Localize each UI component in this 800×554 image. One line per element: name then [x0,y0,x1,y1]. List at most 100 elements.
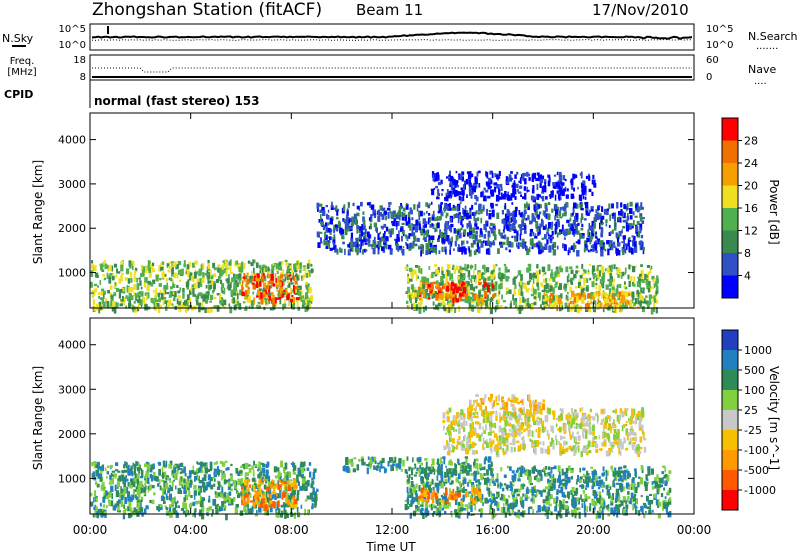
range-cell [600,217,603,224]
range-cell [463,229,467,235]
range-cell [553,483,556,490]
range-cell [569,286,572,293]
range-cell [515,469,519,473]
range-cell [116,287,120,292]
range-cell [409,484,412,491]
range-cell [343,218,346,221]
range-cell [550,466,553,472]
range-cell [477,242,480,249]
range-cell [359,226,362,231]
range-cell [505,179,509,184]
range-cell [478,239,482,243]
range-cell [129,484,133,489]
range-cell [550,225,553,230]
range-cell [648,301,652,305]
range-cell [584,218,587,221]
range-cell [458,473,461,480]
range-cell [245,493,249,498]
range-cell [463,290,466,297]
range-cell [106,272,109,279]
range-cell [563,237,566,240]
range-cell [437,174,440,181]
range-cell [461,241,463,246]
range-cell [626,471,630,476]
range-cell [202,462,206,467]
range-cell [114,484,117,491]
range-cell [178,279,182,282]
range-cell [420,268,423,275]
range-cell [291,295,294,298]
range-cell [296,474,299,481]
range-cell [229,473,233,477]
range-cell [246,278,250,285]
range-cell [369,223,372,229]
range-cell [415,506,419,511]
range-cell [528,216,530,220]
range-cell [265,478,268,481]
range-cell [196,461,199,464]
range-cell [526,189,530,192]
range-cell [562,206,566,211]
range-cell [133,489,137,492]
range-cell [270,280,274,285]
range-cell [175,510,178,514]
range-cell [413,243,416,247]
range-cell [590,245,593,248]
range-cell [570,245,574,250]
range-cell [447,281,450,287]
range-cell [441,300,445,306]
range-cell [425,483,429,488]
range-cell [93,305,96,312]
range-cell [507,503,510,511]
range-cell [606,489,610,496]
range-cell [582,180,586,184]
range-cell [279,472,282,479]
range-cell [185,494,189,501]
range-cell [399,227,404,232]
range-cell [168,488,170,493]
range-cell [177,465,181,470]
range-cell [419,281,423,288]
range-cell [556,271,560,277]
range-cell [576,306,581,314]
range-cell [632,503,636,507]
range-cell [457,276,460,280]
range-cell [538,490,542,495]
range-cell [144,277,148,283]
range-cell [435,269,438,275]
range-cell [156,299,160,303]
range-cell [608,299,611,302]
range-cell [513,276,517,279]
range-cell [183,260,186,267]
range-cell [103,277,106,281]
range-cell [472,227,476,234]
range-cell [446,235,450,242]
range-cell [631,478,635,484]
range-cell [366,238,369,242]
range-cell [469,266,473,269]
range-cell [292,471,297,475]
range-cell [634,472,637,478]
range-cell [621,229,623,234]
range-cell [605,219,608,224]
range-cell [408,246,412,251]
range-cell [579,274,583,279]
range-cell [445,465,447,468]
range-cell [444,197,447,201]
range-cell [109,285,113,290]
range-cell [136,283,140,290]
range-cell [432,224,435,229]
range-cell [599,302,603,308]
range-cell [304,302,307,305]
range-cell [596,496,598,502]
range-cell [220,279,223,284]
range-cell [283,482,286,489]
range-cell [450,225,453,233]
nsky-label: N.Sky [2,32,34,45]
range-cell [130,465,133,470]
range-cell [502,231,505,234]
range-cell [270,273,274,281]
range-cell [580,217,582,224]
range-cell [350,232,353,239]
